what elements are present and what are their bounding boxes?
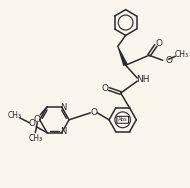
FancyBboxPatch shape bbox=[117, 116, 129, 123]
Text: O: O bbox=[166, 56, 173, 65]
Text: N: N bbox=[60, 127, 67, 136]
Text: O: O bbox=[29, 119, 36, 128]
Text: O: O bbox=[155, 39, 162, 48]
Text: CH₃: CH₃ bbox=[174, 50, 188, 59]
Text: CH₃: CH₃ bbox=[8, 111, 22, 120]
Text: NH: NH bbox=[136, 75, 150, 84]
Polygon shape bbox=[117, 46, 128, 66]
Text: Abs: Abs bbox=[118, 117, 127, 122]
Text: O: O bbox=[91, 108, 98, 117]
Text: CH₃: CH₃ bbox=[28, 134, 42, 143]
Text: N: N bbox=[60, 103, 67, 112]
Text: O: O bbox=[102, 83, 109, 92]
Text: O: O bbox=[34, 115, 41, 124]
